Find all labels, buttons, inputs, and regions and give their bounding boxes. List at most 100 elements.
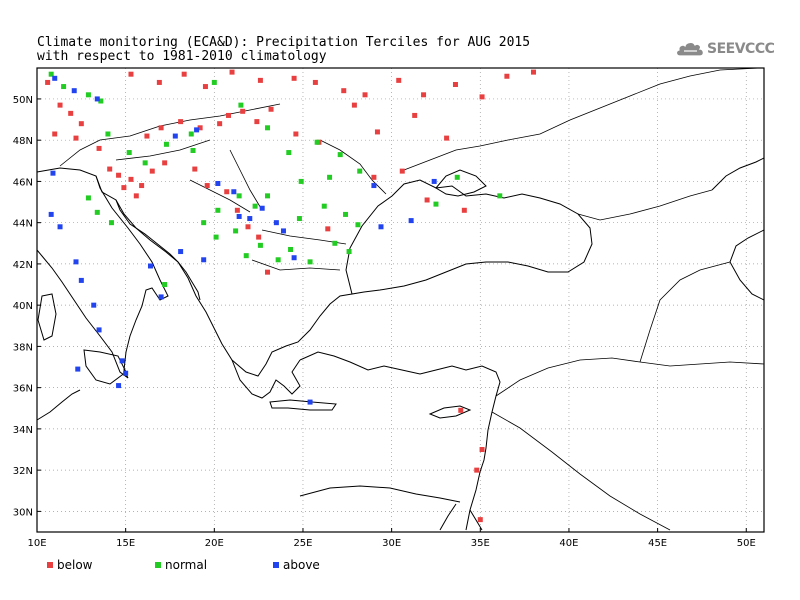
station-point-below bbox=[234, 207, 240, 213]
station-point-below bbox=[224, 189, 230, 195]
station-point-normal bbox=[94, 209, 100, 215]
station-point-normal bbox=[188, 131, 194, 137]
station-point-below bbox=[240, 108, 246, 114]
station-point-normal bbox=[321, 203, 327, 209]
legend-label-above: above bbox=[283, 558, 320, 572]
station-point-normal bbox=[346, 249, 352, 255]
map-title: Climate monitoring (ECA&D): Precipitatio… bbox=[37, 35, 531, 50]
legend-swatch-above bbox=[273, 562, 279, 568]
station-point-below bbox=[265, 269, 271, 275]
station-point-above bbox=[158, 294, 164, 300]
station-point-normal bbox=[288, 246, 294, 252]
station-point-below bbox=[217, 121, 223, 127]
station-point-below bbox=[371, 174, 377, 180]
station-point-below bbox=[229, 69, 235, 75]
station-point-above bbox=[371, 183, 377, 189]
coast-greece-south bbox=[231, 359, 301, 399]
station-point-below bbox=[162, 160, 168, 166]
station-point-below bbox=[325, 226, 331, 232]
station-point-above bbox=[259, 205, 265, 211]
station-point-above bbox=[52, 75, 58, 81]
station-point-normal bbox=[252, 203, 258, 209]
station-point-normal bbox=[48, 71, 54, 77]
coast-crete bbox=[269, 399, 337, 411]
tick-label-lat: 48N bbox=[13, 136, 33, 147]
station-point-normal bbox=[85, 195, 91, 201]
station-point-below bbox=[139, 183, 145, 189]
station-point-below bbox=[461, 207, 467, 213]
legend-item-below: below bbox=[47, 558, 93, 572]
station-point-below bbox=[341, 88, 347, 94]
station-point-below bbox=[73, 135, 79, 141]
cloud-icon bbox=[675, 41, 704, 57]
station-point-below bbox=[479, 447, 485, 453]
station-point-normal bbox=[433, 201, 439, 207]
station-point-below bbox=[444, 135, 450, 141]
coastlines-borders bbox=[36, 67, 765, 531]
station-point-below bbox=[530, 69, 536, 75]
station-point-above bbox=[116, 383, 122, 389]
station-point-below bbox=[197, 125, 203, 131]
station-point-normal bbox=[190, 147, 196, 153]
station-point-normal bbox=[357, 168, 363, 174]
station-point-above bbox=[147, 263, 153, 269]
station-point-normal bbox=[236, 193, 242, 199]
station-point-below bbox=[121, 185, 127, 191]
station-point-above bbox=[96, 327, 102, 333]
coast-italy-adriatic bbox=[36, 167, 201, 301]
station-point-below bbox=[362, 92, 368, 98]
station-point-above bbox=[75, 366, 81, 372]
station-point-above bbox=[57, 224, 63, 230]
station-point-normal bbox=[85, 92, 91, 98]
coast-italy-peninsula bbox=[36, 175, 169, 379]
station-point-below bbox=[312, 79, 318, 85]
station-point-below bbox=[291, 75, 297, 81]
station-point-below bbox=[452, 81, 458, 87]
station-point-normal bbox=[327, 174, 333, 180]
tick-label-lat: 44N bbox=[13, 219, 33, 230]
station-point-normal bbox=[211, 79, 217, 85]
station-point-normal bbox=[298, 178, 304, 184]
station-point-above bbox=[50, 170, 56, 176]
station-point-normal bbox=[215, 207, 221, 213]
logo-text: SEEVCCC bbox=[707, 41, 775, 57]
tick-label-lat: 42N bbox=[13, 260, 33, 271]
station-point-normal bbox=[257, 242, 263, 248]
station-point-below bbox=[178, 119, 184, 125]
station-point-below bbox=[202, 84, 208, 90]
station-point-above bbox=[307, 399, 313, 405]
coast-black-sea bbox=[345, 179, 593, 295]
station-point-normal bbox=[162, 282, 168, 288]
station-point-above bbox=[291, 255, 297, 261]
station-point-below bbox=[128, 71, 134, 77]
station-point-below bbox=[257, 77, 263, 83]
station-point-below bbox=[149, 168, 155, 174]
station-point-normal bbox=[126, 150, 132, 156]
map-frame bbox=[36, 67, 765, 533]
station-point-normal bbox=[275, 257, 281, 263]
station-point-above bbox=[247, 216, 253, 222]
station-point-above bbox=[71, 88, 77, 94]
station-point-above bbox=[78, 277, 84, 283]
legend-swatch-below bbox=[47, 562, 53, 568]
station-points bbox=[45, 69, 536, 523]
seevccc-logo: SEEVCCC bbox=[675, 40, 775, 58]
station-point-above bbox=[236, 213, 242, 219]
station-point-above bbox=[123, 370, 129, 376]
coast-turkey-south bbox=[299, 351, 501, 531]
station-point-above bbox=[194, 127, 200, 133]
tick-label-lat: 30N bbox=[13, 507, 33, 518]
axis-ticks: 10E 15E 20E 25E 30E 35E 40E 45E 50E 30N 32N 34N 36N 3… bbox=[13, 95, 756, 549]
tick-label-lat: 34N bbox=[13, 425, 33, 436]
coast-caspian bbox=[711, 157, 765, 301]
station-point-below bbox=[254, 119, 260, 125]
coast-sicily bbox=[83, 349, 127, 385]
station-point-below bbox=[504, 73, 510, 79]
station-point-below bbox=[156, 79, 162, 85]
station-point-above bbox=[178, 249, 184, 255]
station-point-below bbox=[351, 102, 357, 108]
station-point-below bbox=[374, 129, 380, 135]
station-point-below bbox=[421, 92, 427, 98]
legend-item-above: above bbox=[273, 558, 320, 572]
